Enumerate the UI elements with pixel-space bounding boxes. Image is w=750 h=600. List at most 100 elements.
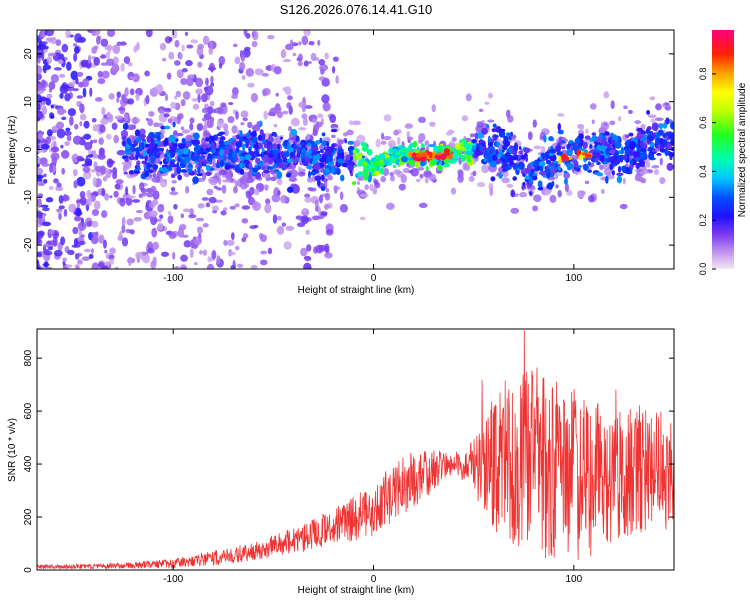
ridge-blob (646, 134, 654, 141)
ridge-blob (242, 136, 248, 141)
noise-blob (62, 261, 66, 266)
y-tick-label: 200 (23, 508, 34, 525)
noise-blob (60, 236, 66, 246)
noise-blob (101, 70, 110, 79)
ridge-blob (192, 132, 200, 140)
noise-blob (132, 184, 136, 195)
noise-blob (298, 101, 307, 109)
noise-blob (315, 121, 323, 128)
noise-blob (302, 207, 307, 213)
noise-blob (322, 101, 331, 112)
ridge-blob (249, 150, 254, 156)
halo-blob (273, 123, 278, 128)
ridge-blob (146, 163, 151, 170)
halo-blob (603, 167, 612, 176)
noise-blob (53, 178, 59, 184)
halo-blob (607, 175, 615, 180)
noise-blob (202, 223, 209, 228)
ridge-blob (518, 146, 522, 150)
ridge-blob (276, 143, 281, 151)
halo-blob (424, 172, 432, 176)
ridge-blob (272, 164, 278, 169)
ridge-blob (518, 150, 523, 154)
noise-blob (82, 87, 87, 98)
ridge-blob (255, 157, 260, 164)
noise-blob (92, 176, 97, 187)
halo-blob (634, 175, 644, 182)
ridge-blob (502, 144, 508, 151)
noise-blob (58, 195, 64, 204)
ridge-blob (267, 153, 274, 158)
ridge-blob (505, 152, 510, 159)
noise-blob (324, 203, 329, 211)
noise-blob (321, 94, 330, 104)
ridge-blob (259, 129, 264, 135)
noise-blob (107, 45, 112, 54)
noise-blob (104, 192, 110, 201)
noise-blob (116, 41, 122, 46)
halo-blob (135, 92, 140, 101)
ridge-blob (529, 191, 533, 196)
ridge-blob (321, 140, 328, 146)
halo-blob (235, 111, 239, 120)
noise-blob (245, 67, 255, 77)
snr-y-ticks: 0 200 400 600 800 (23, 349, 674, 573)
ridge-blob (629, 140, 637, 149)
noise-blob (91, 220, 99, 228)
ridge-blob (664, 149, 669, 157)
ridge-blob (538, 186, 544, 190)
halo-blob (478, 108, 484, 112)
ridge-blob (572, 145, 579, 151)
noise-blob (53, 249, 63, 257)
noise-blob (308, 41, 315, 46)
noise-blob (184, 31, 189, 36)
ridge-blob (154, 150, 158, 159)
noise-blob (308, 61, 312, 65)
noise-blob (282, 86, 289, 92)
ridge-blob (420, 143, 425, 149)
ridge-blob (626, 152, 630, 160)
ridge-blob (170, 173, 176, 179)
ridge-blob (172, 121, 176, 128)
halo-blob (506, 183, 514, 188)
ridge-blob (471, 145, 477, 150)
noise-blob (111, 122, 118, 130)
noise-blob (226, 239, 235, 246)
ridge-blob (620, 146, 624, 155)
halo-blob (519, 191, 528, 198)
noise-blob (261, 73, 269, 77)
noise-blob (180, 77, 188, 85)
ridge-blob (366, 148, 373, 156)
noise-blob (64, 93, 71, 102)
noise-blob (108, 93, 115, 100)
noise-blob (113, 190, 119, 198)
noise-blob (148, 111, 155, 117)
noise-blob (41, 105, 47, 116)
noise-blob (231, 86, 239, 96)
ridge-blob (609, 163, 614, 171)
ridge-blob (252, 167, 259, 173)
noise-blob (157, 222, 164, 231)
noise-blob (325, 228, 334, 236)
ridge-blob (331, 143, 335, 150)
halo-blob (659, 157, 663, 166)
noise-blob (82, 78, 90, 88)
noise-blob (47, 52, 57, 57)
ridge-blob (511, 150, 518, 155)
noise-blob (67, 249, 75, 256)
noise-blob (102, 239, 107, 249)
noise-blob (42, 207, 50, 212)
noise-blob (97, 70, 104, 78)
noise-blob (157, 204, 165, 213)
noise-blob (45, 197, 54, 203)
ridge-blob (267, 144, 274, 149)
ridge-blob (658, 123, 664, 130)
noise-blob (63, 208, 68, 217)
ridge-blob (330, 129, 338, 133)
ridge-blob (356, 153, 363, 161)
ridge-blob (259, 160, 264, 167)
x-tick-label: -100 (163, 574, 183, 585)
ridge-blob (121, 155, 129, 160)
ridge-blob (299, 142, 305, 146)
noise-blob (135, 210, 143, 214)
